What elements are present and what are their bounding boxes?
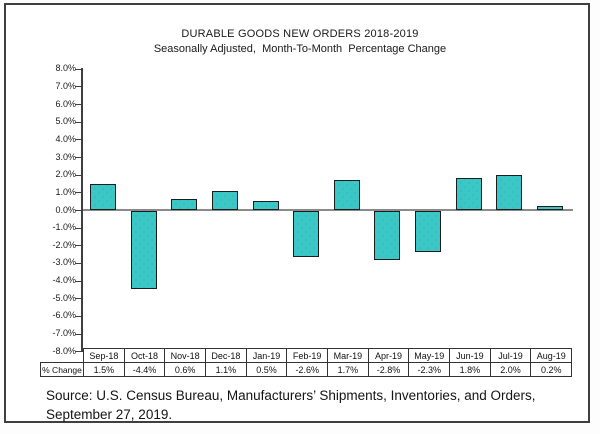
y-axis-line (81, 67, 83, 353)
value-cell: 1.8% (449, 363, 490, 376)
y-tick-label: 1.0% (55, 186, 76, 197)
y-tick-mark (75, 210, 81, 211)
chart-subtitle: Seasonally Adjusted, Month-To-Month Perc… (153, 43, 447, 55)
value-cell: 0.2% (530, 363, 571, 376)
y-tick-mark (75, 139, 81, 141)
y-tick-label: -7.0% (52, 328, 76, 339)
y-tick-label: -2.0% (52, 239, 76, 250)
y-tick-mark (75, 121, 81, 123)
y-tick-label: 8.0% (55, 63, 76, 74)
y-tick-label: 3.0% (55, 151, 76, 162)
y-tick-mark (75, 227, 81, 229)
source-line-1: Source: U.S. Census Bureau, Manufacturer… (46, 388, 536, 403)
y-tick-mark (75, 157, 81, 159)
value-cell: -2.6% (286, 363, 327, 376)
row-label-cell: % Change (42, 364, 82, 375)
table-month-header-row: Sep-18 Oct-18 Nov-18 Dec-18 Jan-19 Feb-19 Mar-… (83, 348, 572, 363)
bar-oct-18 (130, 211, 157, 289)
value-cell: 1.5% (83, 363, 124, 376)
y-tick-mark (75, 68, 81, 70)
month-header-cell: Jun-19 (449, 349, 490, 362)
month-header-cell: Oct-18 (123, 349, 165, 362)
value-cell: 0.6% (164, 363, 205, 376)
bar-aug-19 (536, 206, 563, 210)
month-header-cell: Sep-18 (89, 350, 119, 361)
month-header-cell: Jan-19 (245, 349, 287, 362)
month-header-cell: Dec-18 (205, 349, 246, 362)
y-tick-label: -3.0% (52, 257, 76, 268)
bar-jul-19 (496, 175, 523, 210)
y-tick-label: -6.0% (52, 310, 76, 321)
y-tick-mark (75, 351, 81, 353)
y-tick-mark (75, 333, 81, 335)
y-tick-mark (75, 298, 81, 300)
bar-jan-19 (252, 201, 279, 210)
bar-jun-19 (455, 178, 482, 210)
value-cell: -4.4% (123, 363, 165, 376)
month-header-cell: Aug-19 (530, 349, 571, 362)
source-note: Source: U.S. Census Bureau, Manufacturer… (46, 386, 535, 424)
month-header-cell: May-19 (408, 349, 449, 362)
bar-mar-19 (333, 180, 360, 210)
month-header-cell: Feb-19 (286, 349, 327, 362)
y-tick-label: 2.0% (55, 169, 76, 180)
y-tick-label: 5.0% (55, 116, 76, 127)
bar-apr-19 (374, 211, 401, 260)
y-tick-label: -8.0% (52, 345, 76, 356)
table-value-row: % Change 1.5% -4.4% 0.6% 1.1% 0.5% -2.6% 1.7% -2… (40, 362, 572, 377)
month-header-cell: Nov-18 (164, 349, 205, 362)
y-tick-mark (75, 245, 81, 247)
source-line-2: September 27, 2019. (46, 407, 173, 422)
y-tick-mark (75, 104, 81, 106)
month-header-cell: Mar-19 (327, 349, 368, 362)
bar-feb-19 (293, 211, 320, 257)
y-tick-label: 0.0% (55, 204, 76, 215)
value-cell: -2.8% (367, 363, 409, 376)
value-cell: 2.0% (489, 363, 531, 376)
y-tick-mark (75, 280, 81, 282)
bar-nov-18 (171, 199, 198, 210)
y-tick-label: 6.0% (55, 98, 76, 109)
bar-may-19 (414, 211, 441, 252)
zero-line (83, 209, 573, 211)
bar-dec-18 (212, 191, 239, 210)
month-header-cell: Apr-19 (367, 349, 409, 362)
y-tick-label: 7.0% (55, 80, 76, 91)
y-tick-mark (75, 174, 81, 176)
y-tick-mark (75, 192, 81, 194)
y-tick-label: -4.0% (52, 275, 76, 286)
y-tick-mark (75, 86, 81, 88)
value-cell: -2.3% (408, 363, 449, 376)
y-tick-label: 4.0% (55, 133, 76, 144)
y-tick-mark (75, 315, 81, 317)
y-tick-label: -1.0% (52, 222, 76, 233)
chart-title: DURABLE GOODS NEW ORDERS 2018-2019 (181, 28, 419, 40)
y-tick-mark (75, 262, 81, 264)
value-cell: 1.1% (205, 363, 246, 376)
value-cell: 0.5% (245, 363, 287, 376)
value-cell: 1.7% (327, 363, 368, 376)
bar-sep-18 (90, 184, 117, 210)
y-tick-label: -5.0% (52, 292, 76, 303)
month-header-cell: Jul-19 (489, 349, 531, 362)
